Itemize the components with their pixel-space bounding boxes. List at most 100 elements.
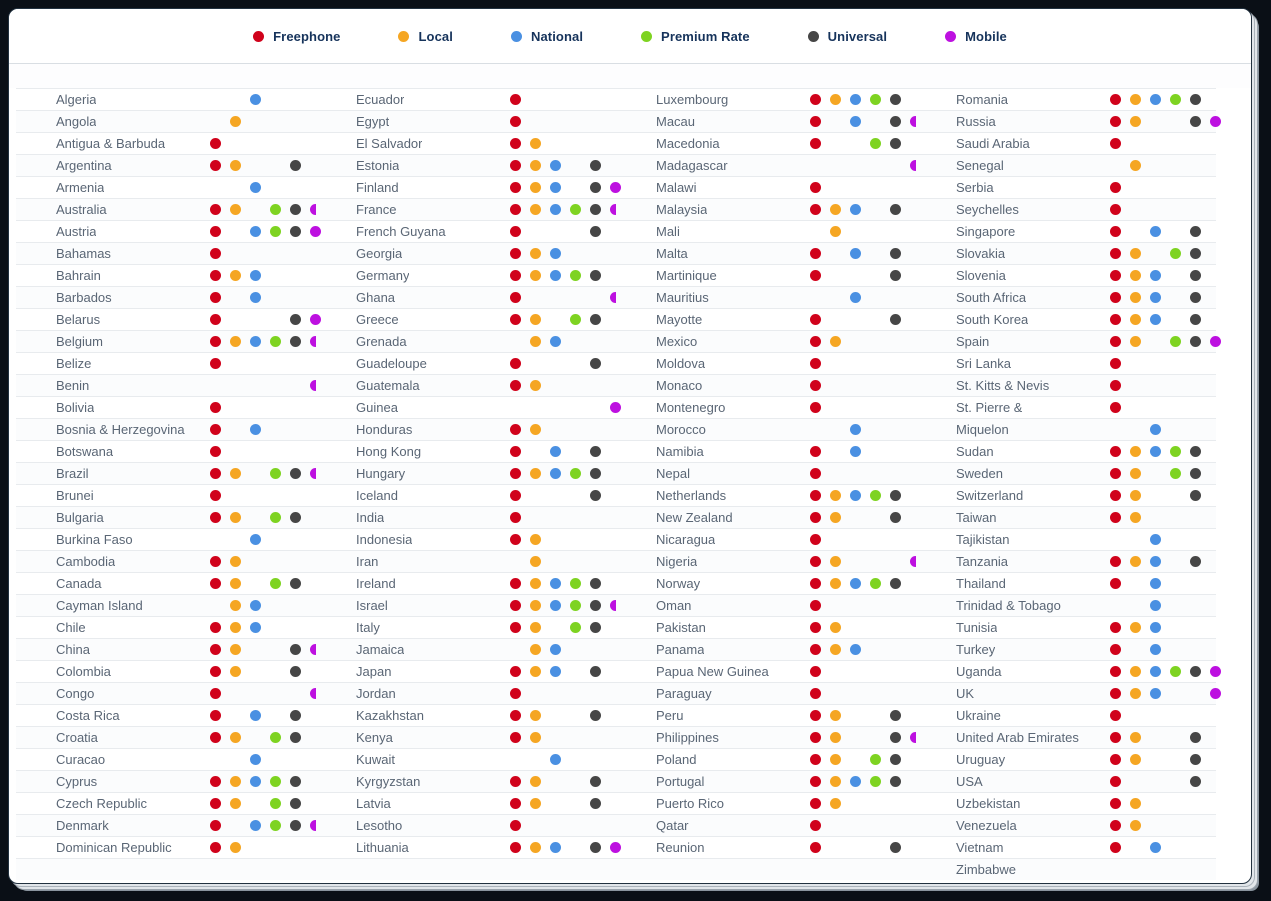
premium-rate-dot-icon [270, 776, 281, 787]
table-row-belgium: Belgium [16, 330, 321, 352]
country-label: Dominican Republic [56, 840, 172, 855]
national-dot-icon [1150, 534, 1161, 545]
table-row-el-salvador: El Salvador [316, 132, 616, 154]
country-label: Italy [356, 620, 380, 635]
local-dot-icon [230, 270, 241, 281]
freephone-dot-icon [210, 798, 221, 809]
local-dot-icon [830, 578, 841, 589]
freephone-dot-icon [210, 138, 221, 149]
table-row-cyprus: Cyprus [16, 770, 316, 792]
local-dot-icon [530, 600, 541, 611]
freephone-dot-icon [810, 94, 821, 105]
national-dot-icon [550, 578, 561, 589]
table-row-greece: Greece [316, 308, 616, 330]
freephone-dot-icon [210, 226, 221, 237]
premium-rate-dot-icon [270, 820, 281, 831]
freephone-dot-icon [810, 270, 821, 281]
mobile-dot-icon [1210, 688, 1221, 699]
freephone-dot-icon [510, 578, 521, 589]
table-row-croatia: Croatia [16, 726, 316, 748]
national-dot-icon [250, 754, 261, 765]
freephone-dot-icon [810, 380, 821, 391]
country-label: Guatemala [356, 378, 420, 393]
table-row-brunei: Brunei [16, 484, 316, 506]
country-label: Bolivia [56, 400, 95, 415]
table-row-kazakhstan: Kazakhstan [316, 704, 616, 726]
country-label: Uganda [956, 664, 1002, 679]
local-dot-icon [1130, 160, 1141, 171]
freephone-dot-icon [810, 402, 821, 413]
country-label: Netherlands [656, 488, 727, 503]
table-row-egypt: Egypt [316, 110, 616, 132]
legend-label: Premium Rate [661, 28, 750, 44]
freephone-dot-icon [1110, 820, 1121, 831]
local-dot-icon [230, 600, 241, 611]
legend-item-universal[interactable]: Universal [807, 29, 887, 44]
mobile-dot-icon [610, 204, 621, 215]
universal-dot-icon [290, 820, 301, 831]
country-label: Belgium [56, 334, 103, 349]
national-dot-icon [1150, 292, 1161, 303]
local-dot-icon [1130, 314, 1141, 325]
freephone-dot-icon [1110, 578, 1121, 589]
table-row-antigua-barbuda: Antigua & Barbuda [16, 132, 316, 154]
national-dot-icon [850, 204, 861, 215]
local-dot-icon [230, 644, 241, 655]
local-dot-icon [530, 204, 541, 215]
universal-dot-icon [1190, 468, 1201, 479]
national-dot-icon [250, 292, 261, 303]
country-label: Nigeria [656, 554, 698, 569]
table-row-luxembourg: Luxembourg [616, 88, 916, 110]
country-label: Congo [56, 686, 95, 701]
table-row-jordan: Jordan [316, 682, 616, 704]
table-row-reunion: Reunion [616, 836, 916, 858]
legend-item-premium-rate[interactable]: Premium Rate [641, 29, 750, 44]
freephone-dot-icon [810, 556, 821, 567]
premium-rate-dot-icon [1170, 336, 1181, 347]
table-row-miquelon: Miquelon [916, 418, 1216, 440]
legend-item-national[interactable]: National [510, 29, 583, 44]
country-label: Turkey [956, 642, 996, 657]
table-row-vietnam: Vietnam [916, 836, 1216, 858]
universal-dot-icon [890, 490, 901, 501]
universal-dot-icon [590, 490, 601, 501]
table-row-mayotte: Mayotte [616, 308, 916, 330]
table-row-ireland: Ireland [316, 572, 616, 594]
national-dot-icon [250, 270, 261, 281]
table-row-trinidad-tobago: Trinidad & Tobago [916, 594, 1216, 616]
country-label: Nepal [656, 466, 690, 481]
local-dot-icon [230, 666, 241, 677]
national-dot-icon [250, 94, 261, 105]
freephone-dot-icon [1110, 270, 1121, 281]
freephone-dot-icon [1110, 402, 1121, 413]
freephone-dot-icon [1110, 688, 1121, 699]
local-dot-icon [530, 270, 541, 281]
table-row-turkey: Turkey [916, 638, 1216, 660]
country-label: Mexico [656, 334, 698, 349]
universal-dot-icon [290, 644, 301, 655]
country-label: Benin [56, 378, 90, 393]
freephone-dot-icon [1110, 116, 1121, 127]
universal-dot-icon [1190, 754, 1201, 765]
freephone-dot-icon [210, 358, 221, 369]
legend-item-freephone[interactable]: Freephone [253, 29, 340, 44]
table-row-tanzania: Tanzania [916, 550, 1216, 572]
table-row-belize: Belize [16, 352, 316, 374]
universal-dot-icon [290, 512, 301, 523]
legend-label: Freephone [273, 28, 341, 44]
freephone-dot-icon [810, 358, 821, 369]
country-label: Papua New Guinea [656, 664, 769, 679]
table-row-new-zealand: New Zealand [616, 506, 916, 528]
freephone-dot-icon [1110, 622, 1121, 633]
freephone-dot-icon [253, 30, 265, 42]
national-dot-icon [550, 644, 561, 655]
legend-item-mobile[interactable]: Mobile [945, 29, 1007, 44]
country-label: Burkina Faso [56, 532, 133, 547]
legend-item-local[interactable]: Local [398, 29, 453, 44]
table-row-nepal: Nepal [616, 462, 916, 484]
universal-dot-icon [290, 226, 301, 237]
table-row-belarus: Belarus [16, 308, 321, 330]
universal-dot-icon [1190, 556, 1201, 567]
freephone-dot-icon [1110, 94, 1121, 105]
freephone-dot-icon [1110, 446, 1121, 457]
